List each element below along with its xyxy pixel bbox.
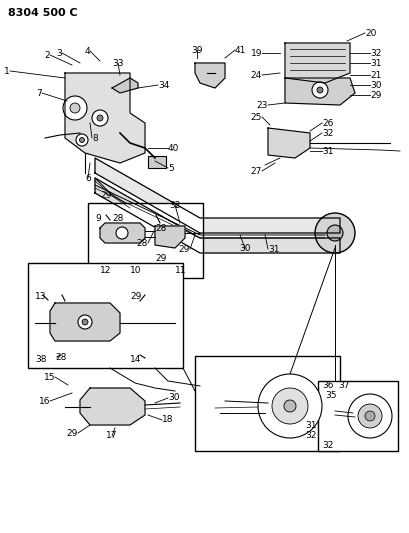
Text: 36: 36: [321, 381, 333, 390]
Text: 3: 3: [56, 49, 62, 58]
Text: 25: 25: [250, 112, 261, 122]
Text: 32: 32: [169, 200, 180, 209]
Circle shape: [364, 411, 374, 421]
Text: 28: 28: [55, 353, 66, 362]
Polygon shape: [95, 178, 339, 253]
Text: 27: 27: [250, 166, 261, 175]
Text: 14: 14: [130, 356, 141, 365]
Text: 13: 13: [35, 292, 46, 301]
Text: 16: 16: [38, 397, 50, 406]
Text: 18: 18: [162, 416, 173, 424]
Text: 8: 8: [92, 133, 97, 142]
Text: 1: 1: [4, 67, 10, 76]
Bar: [317, 381, 397, 451]
Text: 29: 29: [155, 254, 166, 262]
Circle shape: [357, 404, 381, 428]
Text: 29: 29: [100, 190, 111, 199]
Polygon shape: [284, 78, 354, 105]
Polygon shape: [284, 43, 349, 83]
Circle shape: [70, 103, 80, 113]
Text: 11: 11: [175, 265, 186, 274]
Text: 31: 31: [304, 422, 316, 431]
Bar: [28, 263, 182, 368]
Text: 2: 2: [44, 51, 50, 60]
Text: 30: 30: [239, 244, 250, 253]
Polygon shape: [65, 73, 145, 163]
Circle shape: [97, 115, 103, 121]
Text: 32: 32: [304, 432, 316, 440]
Circle shape: [311, 82, 327, 98]
Text: 17: 17: [106, 432, 117, 440]
Text: 35: 35: [324, 391, 336, 400]
Bar: [148, 156, 166, 168]
Text: 5: 5: [168, 164, 173, 173]
Text: 30: 30: [168, 393, 179, 402]
Circle shape: [316, 87, 322, 93]
Text: 29: 29: [178, 245, 189, 254]
Polygon shape: [80, 388, 145, 425]
Circle shape: [116, 227, 128, 239]
Circle shape: [314, 213, 354, 253]
Text: 10: 10: [130, 265, 141, 274]
Text: 30: 30: [369, 80, 380, 90]
Text: 29: 29: [66, 429, 78, 438]
Text: 7: 7: [36, 88, 42, 98]
Text: 4: 4: [84, 46, 90, 55]
Text: 9: 9: [95, 214, 101, 222]
Polygon shape: [95, 158, 339, 233]
Circle shape: [347, 394, 391, 438]
Text: 8304 500 C: 8304 500 C: [8, 8, 77, 18]
Polygon shape: [112, 78, 138, 93]
Bar: [195, 356, 339, 451]
Text: 31: 31: [369, 59, 380, 68]
Text: 33: 33: [112, 59, 124, 68]
Circle shape: [79, 138, 84, 142]
Circle shape: [326, 225, 342, 241]
Text: 19: 19: [250, 49, 261, 58]
Text: 24: 24: [250, 70, 261, 79]
Text: 40: 40: [168, 143, 179, 152]
Text: 39: 39: [191, 45, 202, 54]
Text: 15: 15: [43, 373, 55, 382]
Bar: [88, 203, 202, 278]
Text: 23: 23: [256, 101, 267, 109]
Circle shape: [63, 96, 87, 120]
Text: 20: 20: [364, 28, 375, 37]
Polygon shape: [50, 303, 120, 341]
Circle shape: [257, 374, 321, 438]
Circle shape: [76, 134, 88, 146]
Text: 26: 26: [321, 118, 333, 127]
Circle shape: [283, 400, 295, 412]
Polygon shape: [267, 128, 309, 158]
Text: 28: 28: [112, 214, 123, 222]
Text: 38: 38: [35, 356, 46, 365]
Text: 32: 32: [321, 440, 333, 449]
Text: 34: 34: [157, 80, 169, 90]
Text: 31: 31: [267, 245, 279, 254]
Text: 41: 41: [234, 45, 246, 54]
Text: 21: 21: [369, 70, 380, 79]
Text: 32: 32: [321, 128, 333, 138]
Text: 31: 31: [321, 147, 333, 156]
Text: 6: 6: [85, 174, 91, 182]
Circle shape: [78, 315, 92, 329]
Text: 32: 32: [369, 49, 380, 58]
Text: 37: 37: [337, 381, 348, 390]
Text: 29: 29: [130, 292, 141, 301]
Circle shape: [271, 388, 307, 424]
Polygon shape: [195, 63, 225, 88]
Polygon shape: [100, 223, 145, 243]
Text: 28: 28: [136, 238, 148, 247]
Circle shape: [92, 110, 108, 126]
Text: 29: 29: [369, 91, 380, 100]
Polygon shape: [155, 226, 184, 248]
Text: 28: 28: [155, 223, 166, 232]
Text: 12: 12: [100, 265, 111, 274]
Circle shape: [82, 319, 88, 325]
